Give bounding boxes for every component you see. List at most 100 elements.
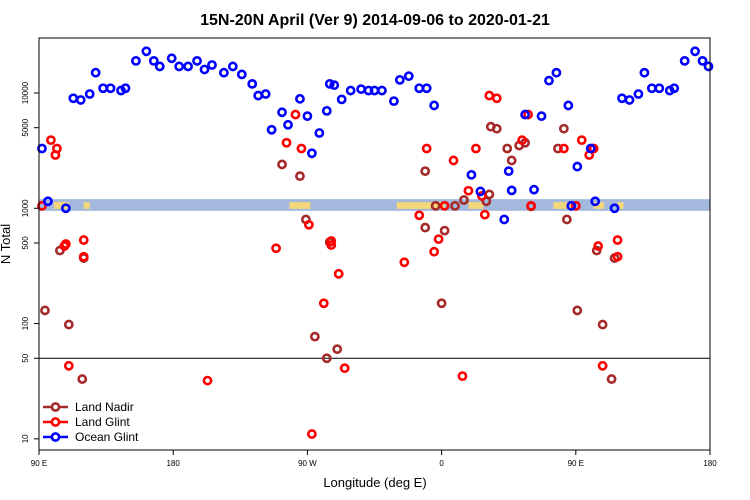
ocean-glint-point (536, 111, 547, 122)
land-glint-point (470, 143, 481, 154)
land-band-segment (553, 202, 573, 209)
land-glint-point (558, 143, 569, 154)
ocean-glint-point (236, 69, 247, 80)
land-glint-point (429, 246, 440, 257)
ocean-glint-point (141, 46, 152, 57)
ocean-glint-point (403, 71, 414, 82)
ocean-glint-point (75, 95, 86, 105)
x-tick-label: 90 W (298, 459, 317, 468)
x-tick-label: 180 (703, 459, 717, 468)
land-glint-point (296, 143, 307, 154)
land-glint-point (457, 371, 468, 382)
ocean-glint-point (283, 119, 293, 130)
land-glint-point (479, 209, 490, 220)
ocean-glint-point (429, 100, 440, 111)
ocean-glint-point (266, 124, 277, 135)
ocean-glint-point (520, 109, 531, 120)
land-glint-point (414, 210, 425, 221)
land-nadir-point (332, 344, 343, 355)
legend-item-land-nadir: Land Nadir (43, 400, 134, 414)
ocean-glint-point (590, 196, 601, 207)
ocean-glint-point (314, 128, 325, 138)
ocean-glint-point (697, 55, 708, 66)
land-glint-point (593, 241, 604, 251)
land-glint-point (612, 235, 623, 245)
ocean-glint-point (105, 83, 116, 94)
ocean-glint-point (43, 196, 53, 207)
ocean-glint-point (302, 111, 313, 122)
ocean-glint-point (369, 85, 380, 96)
ocean-glint-point (60, 203, 71, 214)
land-nadir-point (491, 123, 502, 134)
ocean-glint-point (37, 143, 47, 154)
ocean-glint-point (499, 214, 510, 225)
land-glint-point (326, 236, 337, 246)
land-glint-point (37, 200, 47, 211)
ocean-glint-point (324, 78, 335, 89)
plot-frame (38, 37, 711, 451)
land-glint-point (306, 429, 317, 439)
land-band-segment (53, 202, 69, 209)
land-band-segment (593, 202, 605, 209)
x-axis: 90 E 180 90 W 0 90 E 180 (31, 450, 717, 468)
series-land-glint (37, 90, 623, 439)
ocean-glint-point (572, 161, 583, 172)
ocean-glint-point (551, 67, 562, 78)
land-nadir-point (63, 319, 74, 330)
land-glint-point (517, 135, 528, 146)
ocean-glint-point (148, 55, 159, 66)
legend-item-land-glint: Land Glint (43, 415, 130, 429)
land-glint-point (439, 200, 450, 211)
ocean-glint-point (199, 64, 210, 75)
land-glint-point (448, 155, 459, 166)
ocean-glint-point (388, 96, 399, 107)
ocean-band (39, 199, 710, 211)
land-band-segment (396, 202, 445, 209)
ocean-glint-point (183, 61, 194, 72)
land-glint-point (576, 135, 587, 146)
ocean-glint-point (166, 53, 177, 64)
land-nadir-point (430, 200, 441, 211)
ocean-glint-point (154, 61, 165, 72)
plot-area (37, 46, 714, 439)
land-nadir-point (591, 245, 602, 256)
y-tick-label: 500 (21, 236, 30, 250)
ocean-glint-point (174, 61, 185, 72)
land-nadir-point (420, 166, 431, 177)
land-nadir-point (436, 298, 447, 309)
x-tick-label: 90 E (568, 459, 584, 468)
x-tick-label: 90 E (31, 459, 47, 468)
y-axis: 10 50 100 500 1000 5000 10000 (21, 81, 39, 443)
ocean-glint-point (639, 67, 650, 78)
ocean-glint-point (84, 89, 95, 99)
ocean-glint-point (192, 55, 202, 66)
land-glint-point (78, 235, 89, 245)
land-nadir-point (40, 305, 50, 316)
land-glint-point (63, 360, 74, 371)
ocean-glint-point (679, 55, 690, 66)
land-nadir-point (450, 200, 460, 211)
land-glint-point (421, 143, 432, 154)
y-tick-label: 50 (21, 353, 30, 362)
land-band-segment (289, 202, 311, 209)
ocean-glint-point (563, 100, 574, 111)
land-glint-point (271, 243, 281, 254)
ocean-glint-point (345, 85, 356, 96)
ocean-glint-point (414, 83, 425, 94)
ocean-glint-point (544, 75, 554, 86)
ocean-glint-point (506, 185, 517, 196)
ocean-glint-point (703, 61, 714, 72)
y-tick-label: 1000 (21, 199, 30, 217)
ocean-glint-point (475, 186, 486, 197)
land-glint-point (526, 200, 536, 211)
land-glint-point (476, 191, 487, 201)
x-axis-label: Longitude (deg E) (323, 475, 426, 490)
land-nadir-point (277, 159, 287, 170)
land-glint-point (78, 251, 89, 262)
ocean-glint-point (207, 60, 217, 70)
ocean-glint-point (277, 107, 287, 118)
land-glint-point (399, 257, 410, 268)
land-nadir-point (561, 214, 572, 225)
